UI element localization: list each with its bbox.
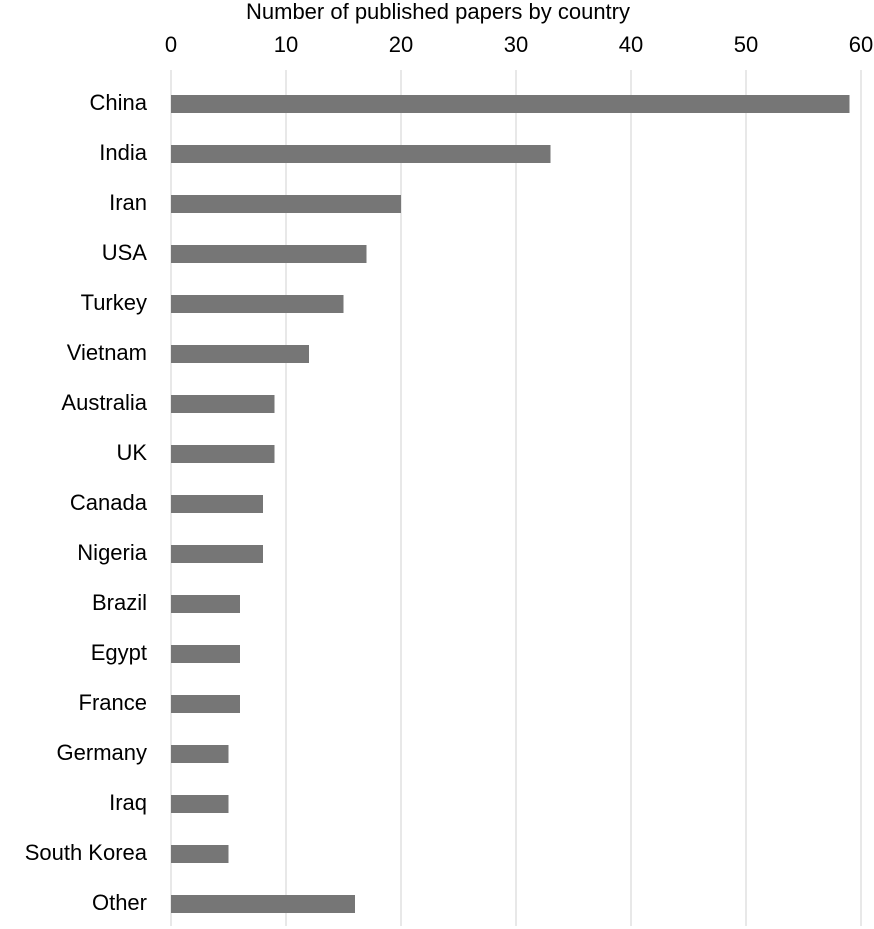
bar [171, 545, 263, 563]
y-tick-label: Other [92, 890, 147, 915]
bar [171, 195, 401, 213]
bar [171, 745, 229, 763]
bar [171, 645, 240, 663]
bar [171, 845, 229, 863]
x-tick-label: 10 [274, 32, 298, 57]
bar [171, 695, 240, 713]
bar [171, 395, 275, 413]
chart-title: Number of published papers by country [246, 0, 630, 24]
y-tick-label: USA [102, 240, 148, 265]
bar [171, 345, 309, 363]
x-tick-label: 0 [165, 32, 177, 57]
bar [171, 495, 263, 513]
y-tick-label: Iraq [109, 790, 147, 815]
x-tick-label: 20 [389, 32, 413, 57]
y-tick-label: Egypt [91, 640, 147, 665]
bar [171, 895, 355, 913]
x-tick-label: 40 [619, 32, 643, 57]
x-tick-label: 30 [504, 32, 528, 57]
x-tick-label: 50 [734, 32, 758, 57]
bar [171, 445, 275, 463]
y-tick-label: UK [116, 440, 147, 465]
bar [171, 145, 551, 163]
y-tick-label: Canada [70, 490, 148, 515]
bar [171, 795, 229, 813]
y-tick-label: Nigeria [77, 540, 147, 565]
bar [171, 245, 367, 263]
y-tick-label: Australia [61, 390, 147, 415]
y-tick-label: India [99, 140, 147, 165]
y-tick-label: China [90, 90, 148, 115]
y-tick-label: France [79, 690, 147, 715]
y-tick-label: Vietnam [67, 340, 147, 365]
y-tick-label: Germany [57, 740, 147, 765]
y-tick-label: Brazil [92, 590, 147, 615]
bar [171, 95, 850, 113]
x-tick-label: 60 [849, 32, 873, 57]
y-tick-label: South Korea [25, 840, 148, 865]
y-tick-label: Iran [109, 190, 147, 215]
bar [171, 595, 240, 613]
bar [171, 295, 344, 313]
y-tick-label: Turkey [81, 290, 147, 315]
